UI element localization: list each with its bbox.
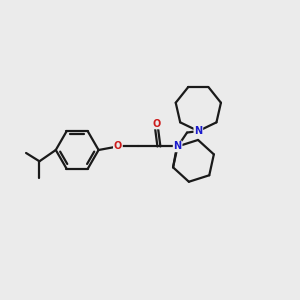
Text: N: N	[194, 126, 202, 136]
Text: N: N	[174, 141, 182, 152]
Text: O: O	[114, 141, 122, 152]
Text: O: O	[152, 118, 160, 128]
